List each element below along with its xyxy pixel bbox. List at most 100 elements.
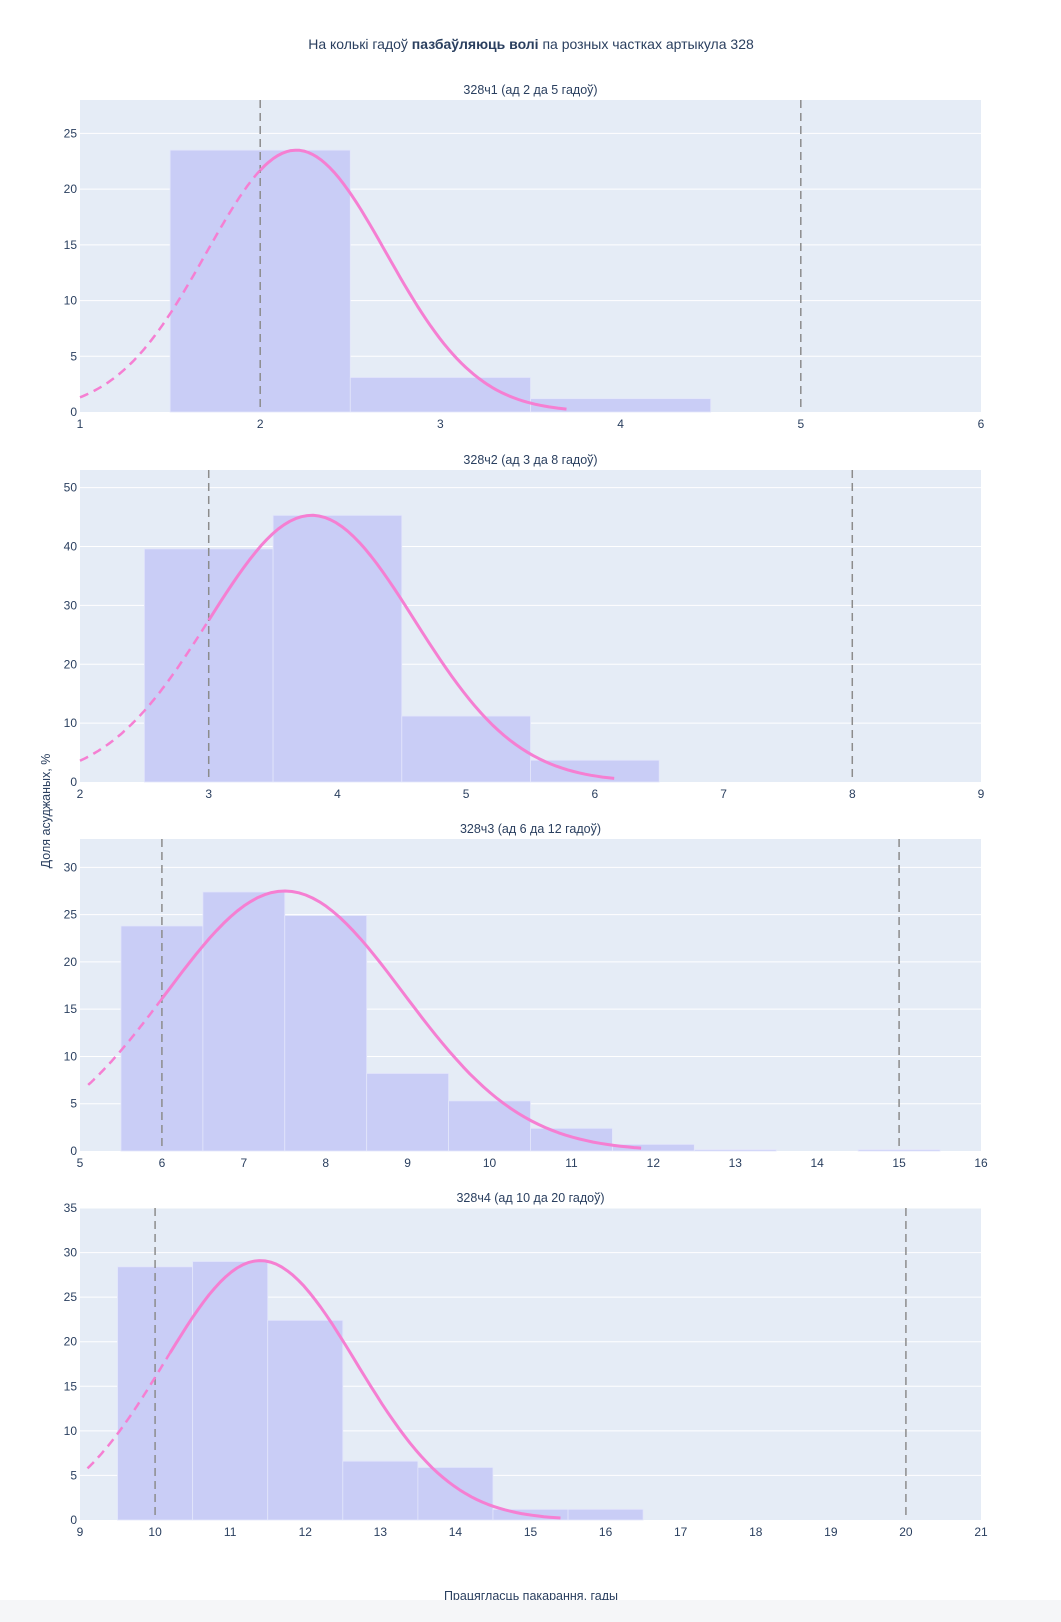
histogram-bar — [169, 149, 351, 413]
histogram-bar — [857, 1149, 941, 1152]
x-tick-label: 16 — [974, 1156, 988, 1170]
x-tick-label: 2 — [257, 417, 264, 431]
x-tick-label: 12 — [299, 1525, 313, 1539]
subplot-1: 0 5 10 15 20 25 1 2 3 4 5 6 328ч1 (ад 2 да 5 гадоў) — [64, 83, 985, 431]
fit-curve-extrapolated — [86, 1352, 172, 1470]
histogram-bar — [530, 398, 712, 413]
x-tick-label: 7 — [720, 787, 727, 801]
histogram-bar — [267, 1319, 344, 1521]
y-tick-label: 5 — [70, 1468, 77, 1482]
x-tick-label: 12 — [647, 1156, 661, 1170]
x-tick-label: 13 — [729, 1156, 743, 1170]
y-tick-label: 20 — [64, 657, 78, 671]
y-tick-label: 50 — [64, 481, 78, 495]
subplot-4: 0 5 10 15 20 25 30 35 9 10 11 12 13 14 15 16 17 18 19 20 21 3… — [64, 1191, 988, 1539]
x-tick-label: 6 — [592, 787, 599, 801]
y-axis-label: Доля асуджаных, % — [39, 754, 53, 869]
fit-curve-extrapolated — [79, 619, 210, 762]
fit-curve — [259, 148, 567, 411]
y-tick-label: 15 — [64, 238, 78, 252]
x-tick-label: 14 — [449, 1525, 463, 1539]
y-tick-label: 0 — [70, 405, 77, 419]
y-tick-label: 0 — [70, 1513, 77, 1527]
fit-curve-extrapolated — [79, 169, 262, 399]
x-tick-label: 11 — [565, 1156, 578, 1170]
x-tick-label: 2 — [77, 787, 84, 801]
histogram-bar — [192, 1261, 269, 1521]
x-tick-label: 16 — [599, 1525, 613, 1539]
y-tick-label: 25 — [64, 908, 78, 922]
footer-band — [0, 1600, 1061, 1622]
y-tick-label: 15 — [64, 1379, 78, 1393]
x-tick-label: 10 — [483, 1156, 497, 1170]
y-tick-label: 10 — [64, 294, 78, 308]
histogram-bar — [693, 1149, 777, 1152]
x-tick-label: 20 — [899, 1525, 913, 1539]
y-tick-label: 20 — [64, 182, 78, 196]
histogram-bar — [448, 1100, 531, 1152]
fit-curve — [160, 889, 642, 1150]
x-tick-label: 8 — [322, 1156, 329, 1170]
y-tick-label: 5 — [70, 1097, 77, 1111]
x-tick-label: 1 — [77, 417, 84, 431]
x-tick-label: 3 — [205, 787, 212, 801]
histogram-bar — [366, 1073, 449, 1152]
y-tick-label: 5 — [70, 349, 77, 363]
histogram-bar — [567, 1508, 644, 1521]
main-title: На колькі гадоў пазбаўляюць волі па розн… — [308, 36, 754, 52]
x-tick-label: 17 — [674, 1525, 688, 1539]
x-tick-label: 5 — [77, 1156, 84, 1170]
x-tick-label: 4 — [334, 787, 341, 801]
histogram-bar — [612, 1143, 695, 1152]
y-tick-label: 35 — [64, 1201, 78, 1215]
y-tick-label: 10 — [64, 1049, 78, 1063]
x-tick-label: 11 — [224, 1525, 237, 1539]
x-tick-label: 7 — [240, 1156, 247, 1170]
subplot-title: 328ч2 (ад 3 да 8 гадоў) — [463, 453, 597, 467]
y-tick-label: 40 — [64, 540, 78, 554]
x-tick-label: 3 — [437, 417, 444, 431]
y-tick-label: 25 — [64, 1290, 78, 1304]
histogram-bar — [284, 915, 368, 1152]
fit-curve — [207, 513, 615, 780]
y-tick-label: 20 — [64, 1335, 78, 1349]
y-tick-label: 10 — [64, 1424, 78, 1438]
y-tick-label: 30 — [64, 860, 78, 874]
y-tick-label: 25 — [64, 126, 78, 140]
x-tick-label: 8 — [849, 787, 856, 801]
histogram-bar — [530, 1127, 613, 1152]
subplot-title: 328ч3 (ад 6 да 12 гадоў) — [460, 822, 601, 836]
x-tick-label: 18 — [749, 1525, 763, 1539]
y-tick-label: 20 — [64, 955, 78, 969]
histogram-bar — [349, 377, 531, 413]
y-tick-label: 0 — [70, 1144, 77, 1158]
x-tick-label: 19 — [824, 1525, 838, 1539]
fit-curve — [168, 1259, 561, 1520]
x-tick-label: 21 — [974, 1525, 988, 1539]
subplot-title: 328ч1 (ад 2 да 5 гадоў) — [463, 83, 597, 97]
x-tick-label: 6 — [159, 1156, 166, 1170]
x-tick-label: 6 — [978, 417, 985, 431]
x-tick-label: 15 — [524, 1525, 538, 1539]
y-tick-label: 15 — [64, 1002, 78, 1016]
histogram-bar — [401, 715, 531, 783]
x-tick-label: 13 — [374, 1525, 388, 1539]
x-tick-label: 10 — [148, 1525, 162, 1539]
x-tick-label: 14 — [811, 1156, 825, 1170]
histogram-bar — [530, 759, 660, 783]
histogram-bar — [202, 891, 286, 1152]
x-tick-label: 15 — [892, 1156, 906, 1170]
subplot-2: 0 10 20 30 40 50 2 3 4 5 6 7 8 9 328ч2 (ад 3 да 8 гадо… — [64, 453, 985, 801]
y-tick-label: 30 — [64, 598, 78, 612]
x-tick-label: 5 — [797, 417, 804, 431]
histogram-bar — [272, 514, 403, 783]
x-tick-label: 9 — [77, 1525, 84, 1539]
fit-curve-extrapolated — [87, 997, 163, 1086]
y-tick-label: 30 — [64, 1246, 78, 1260]
subplot-title: 328ч4 (ад 10 да 20 гадоў) — [456, 1191, 604, 1205]
histogram-bar — [417, 1467, 494, 1521]
y-tick-label: 0 — [70, 775, 77, 789]
